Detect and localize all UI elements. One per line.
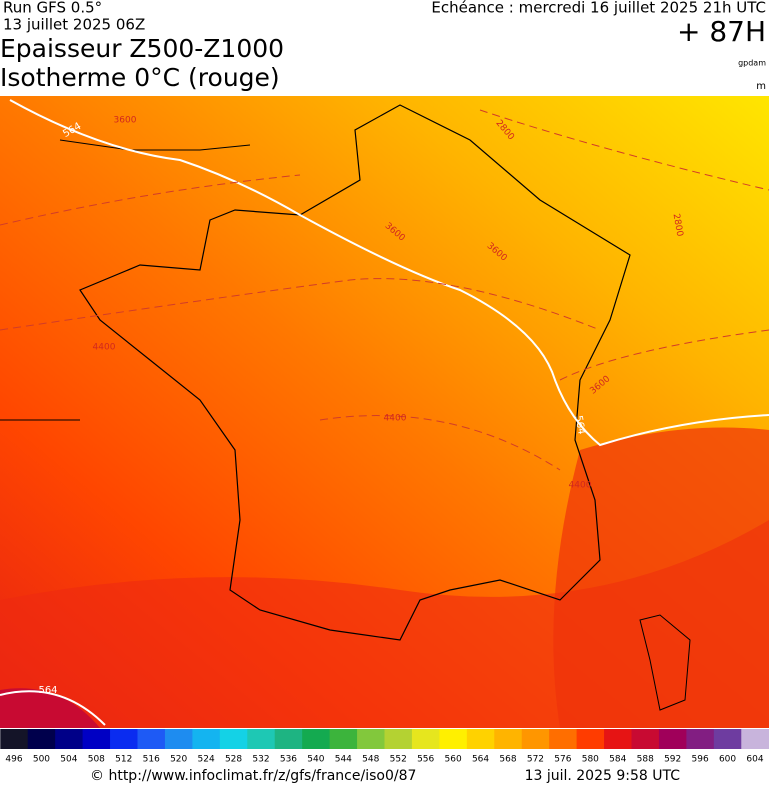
scale-label: 576 [554,755,571,765]
corsica [639,614,691,711]
scale-label: 500 [33,755,50,765]
scale-label: 596 [692,755,709,765]
france-border [79,104,631,641]
color-swatch [274,729,303,749]
color-swatch [411,729,440,749]
color-swatch [686,729,715,749]
isotherm-contour [0,109,769,471]
scale-label: 564 [472,755,489,765]
scale-label: 496 [5,755,22,765]
color-swatch [384,729,413,749]
scale-label: 556 [417,755,434,765]
scale-label: 600 [719,755,736,765]
color-swatch [0,729,29,749]
color-scale: 496 500 504 508 512 516 520 524 528 532 536 540 544 5… [0,729,769,765]
scale-label: 588 [637,755,654,765]
scale-label: 580 [582,755,599,765]
color-swatch [576,729,605,749]
isotherm-label: 4400 [384,414,407,424]
color-swatch [82,729,111,749]
scale-label: 540 [307,755,324,765]
color-swatch [604,729,632,749]
echeance: Echéance : mercredi 16 juillet 2025 21h … [431,0,766,17]
isotherm-label: 3600 [114,116,137,126]
thickness-label: 564 [572,415,586,436]
run: Run GFS 0.5° [3,0,102,17]
field-band [0,688,100,728]
lead-time: + 87H [677,15,766,48]
scale-label: 568 [499,755,516,765]
title-line: Isotherme 0°C (rouge) [0,63,280,92]
unit: gpdam [738,59,766,68]
color-swatch [302,729,331,749]
scale-label: 584 [609,755,626,765]
isotherm-label: 4400 [93,343,116,353]
scale-label: 548 [362,755,379,765]
scale-label: 528 [225,755,242,765]
thickness-contour [0,99,769,726]
scale-label: 544 [335,755,352,765]
color-swatch [466,729,495,749]
color-swatch [137,729,166,749]
scale-label: 516 [143,755,160,765]
color-swatch [521,729,550,749]
scale-label: 512 [115,755,132,765]
color-swatch [110,729,138,749]
scale-label: 604 [746,755,763,765]
color-swatch [631,729,660,749]
scale-label: 592 [664,755,681,765]
scale-label: 536 [280,755,297,765]
color-swatch [329,729,358,749]
run-date: 13 juillet 2025 06Z [3,16,145,34]
timestamp: 13 juil. 2025 9:58 UTC [525,768,681,784]
color-swatch [247,729,276,749]
scale-label: 572 [527,755,544,765]
title-line: Epaisseur Z500-Z1000 [0,34,284,63]
unit: m [756,81,766,92]
scale-label: 552 [390,755,407,765]
color-swatch [713,729,742,749]
color-swatch [741,729,769,749]
color-swatch [164,729,193,749]
color-swatch [494,729,523,749]
scale-label: 504 [60,755,77,765]
scale-label: 532 [252,755,269,765]
color-swatch [549,729,578,749]
color-swatch [439,729,468,749]
color-swatch [55,729,84,749]
scale-label: 560 [445,755,462,765]
isotherm-label: 2800 [671,213,685,238]
color-swatch [357,729,385,749]
thickness-label: 564 [38,685,57,696]
color-swatch [658,729,687,749]
color-swatch [27,729,56,749]
field-band [553,427,769,728]
isotherm-label: 4400 [569,481,592,491]
scale-label: 508 [88,755,105,765]
color-swatch [192,729,221,749]
source: © http://www.infoclimat.fr/z/gfs/france/… [90,768,416,784]
color-swatch [219,729,248,749]
coastline [0,139,251,421]
scale-label: 520 [170,755,187,765]
scale-label: 524 [198,755,215,765]
